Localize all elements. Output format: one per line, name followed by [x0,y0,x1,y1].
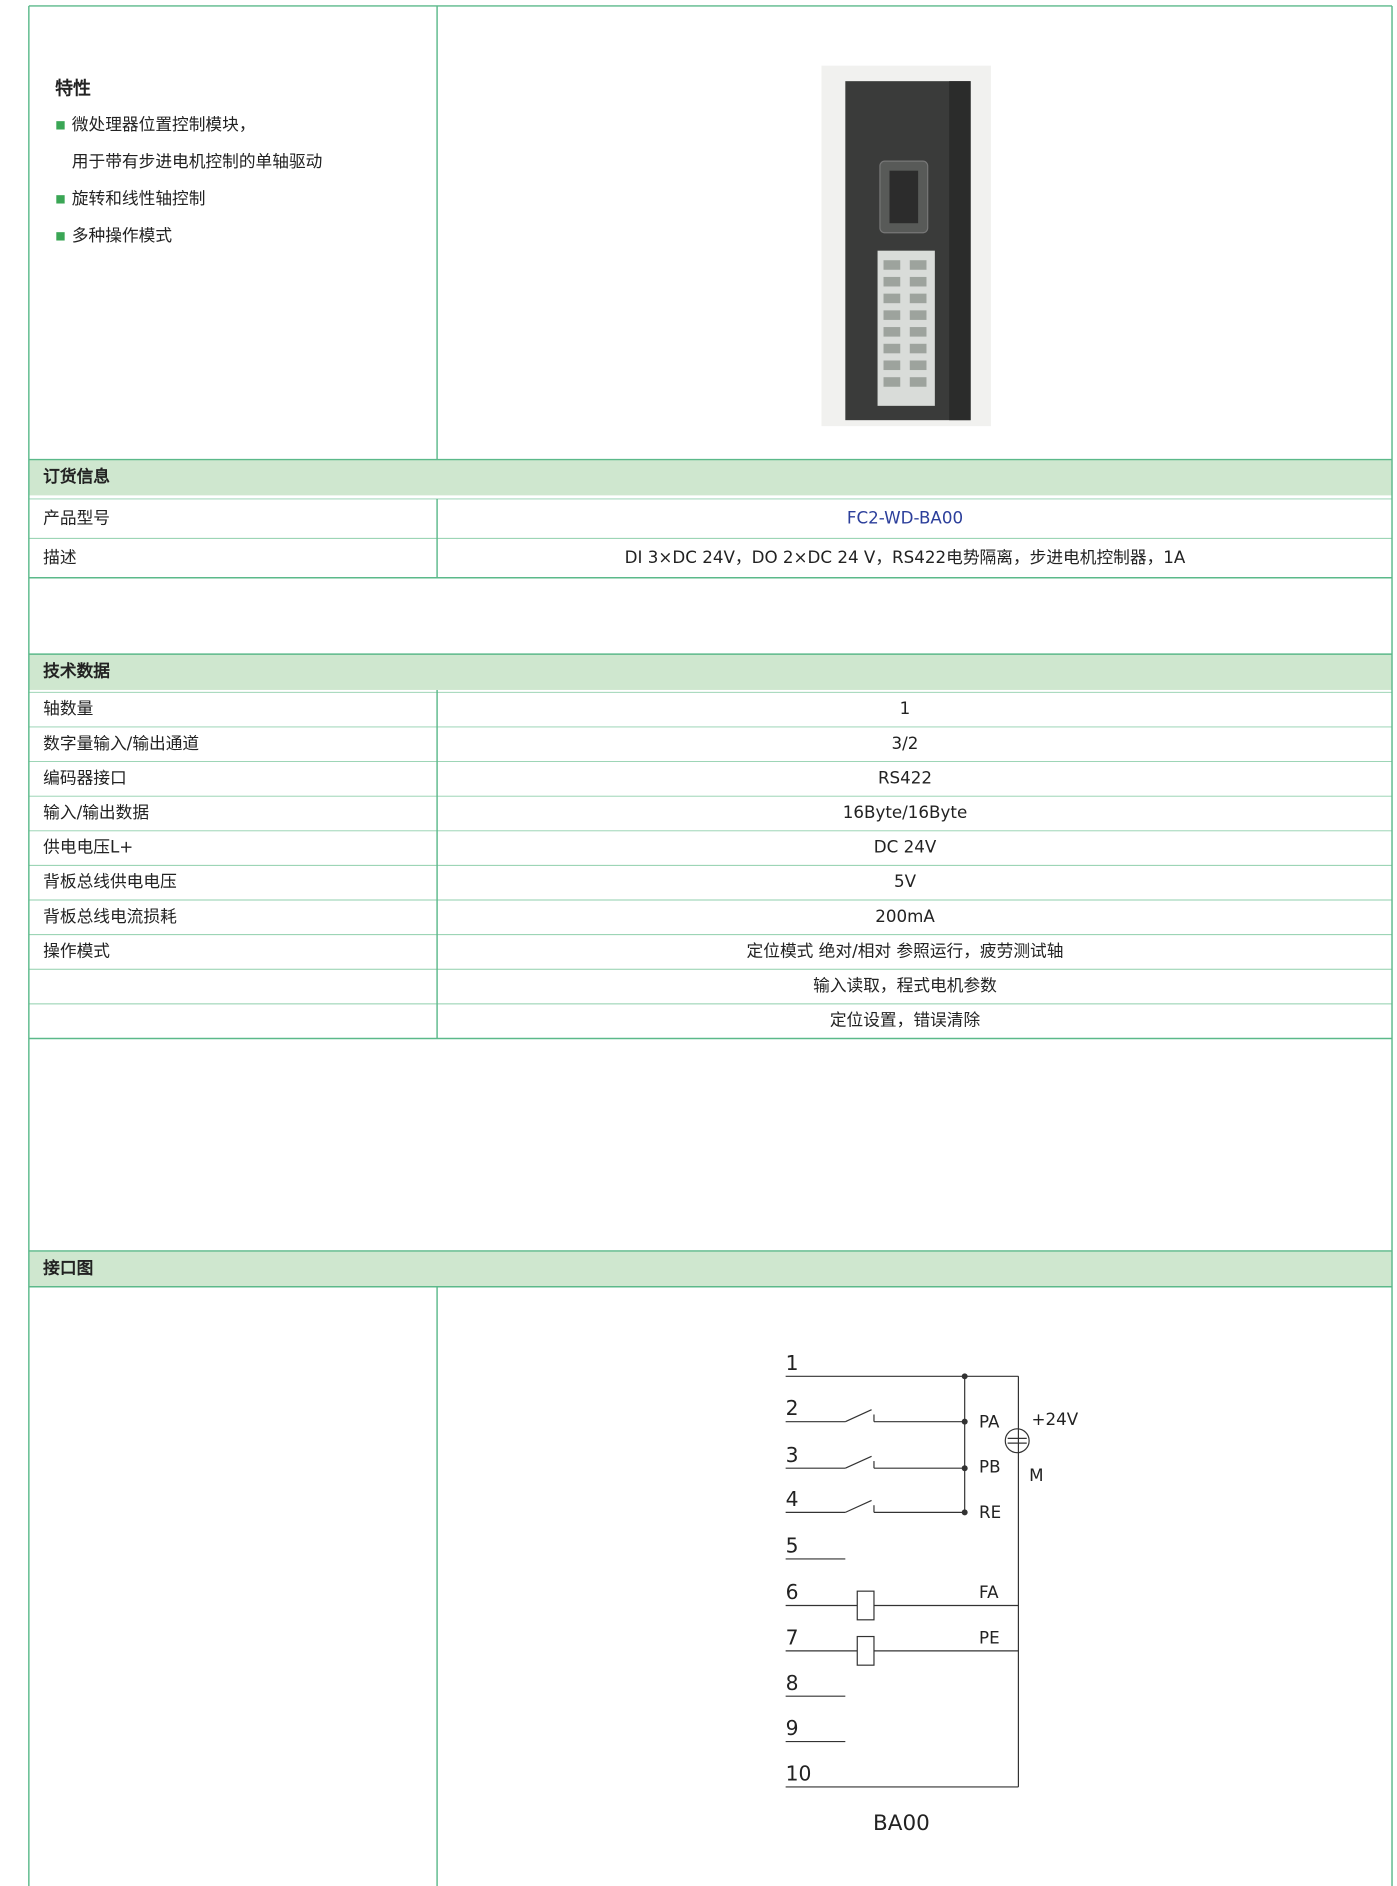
module-photo [821,65,991,427]
section-title: 接口图 [43,1257,93,1277]
feature-item: 用于带有步进电机控制的单轴驱动 [72,151,323,171]
bullet [56,232,65,241]
row-label: 编码器接口 [43,767,127,787]
feature-item: 旋转和线性轴控制 [72,188,206,208]
signal-label: FA [979,1582,999,1602]
signal-label: PE [979,1627,1000,1647]
terminal-number: 7 [786,1625,799,1649]
row-label: 供电电压L+ [43,837,133,857]
row-value: DC 24V [874,837,937,857]
model-label: BA00 [873,1811,930,1836]
motor-label: M [1029,1465,1043,1485]
section-header [28,1250,1393,1287]
terminal-number: 2 [786,1396,799,1420]
section-title: 订货信息 [43,466,110,486]
row-value: 5V [894,871,917,891]
row-value: DI 3×DC 24V，DO 2×DC 24 V，RS422电势隔离，步进电机控… [625,547,1186,567]
section-title: 技术数据 [43,661,110,681]
row-value: 定位模式 绝对/相对 参照运行，疲劳测试轴 [747,940,1064,960]
bullet [56,195,65,204]
signal-label: PB [979,1457,1001,1477]
signal-label: PA [979,1411,1000,1431]
bullet [56,121,65,130]
row-value: 3/2 [892,733,919,753]
row-label: 背板总线供电电压 [43,871,177,891]
row-label: 输入/输出数据 [43,802,149,822]
terminal-number: 8 [786,1671,799,1695]
row-label: 产品型号 [43,508,110,528]
node [961,1509,968,1516]
terminal-number: 4 [786,1487,799,1511]
row-value: 定位设置，错误清除 [830,1010,981,1030]
row-label: 轴数量 [43,698,93,718]
row-label: 数字量输入/输出通道 [43,733,199,753]
row-label: 描述 [43,547,77,567]
node [961,1373,968,1380]
relay-coil [856,1635,875,1666]
terminal-number: 3 [786,1443,799,1467]
terminal-number: 6 [786,1580,799,1604]
row-value: 16Byte/16Byte [843,802,967,822]
row-value: FC2-WD-BA00 [847,508,963,528]
relay-coil [856,1590,875,1621]
wire [845,1499,872,1513]
row-value: RS422 [878,767,932,787]
row-label: 背板总线电流损耗 [43,906,177,926]
feature-item: 多种操作模式 [72,225,173,245]
row-value: 输入读取，程式电机参数 [813,975,997,995]
wire [845,1409,872,1423]
section-header [28,459,1393,496]
motor [1004,1428,1030,1454]
terminal-number: 5 [786,1533,799,1557]
terminal-number: 1 [786,1351,799,1375]
supply-label: +24V [1032,1409,1079,1429]
wire [845,1455,872,1469]
signal-label: RE [979,1502,1001,1522]
feature-item: 微处理器位置控制模块， [72,114,256,134]
features-title: 特性 [55,78,91,100]
row-value: 1 [900,698,911,718]
row-label: 操作模式 [43,940,110,960]
section-header [28,654,1393,690]
terminal-number: 10 [786,1761,812,1785]
row-value: 200mA [875,906,935,926]
terminal-number: 9 [786,1716,799,1740]
